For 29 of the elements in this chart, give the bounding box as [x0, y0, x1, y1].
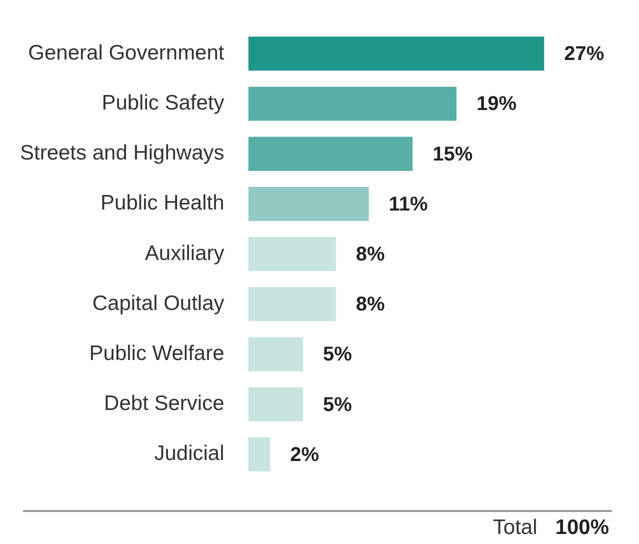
data-label: 11% [388, 193, 428, 216]
data-label: 19% [476, 93, 517, 116]
bar [248, 437, 270, 472]
data-label: 27% [564, 43, 604, 66]
y-tick-label: Public Safety [102, 92, 225, 115]
bar [248, 86, 456, 121]
y-tick-label: Judicial [154, 442, 224, 466]
data-label: 8% [356, 294, 386, 316]
y-tick-label: Auxiliary [144, 242, 225, 265]
y-tick-label: Capital Outlay [92, 292, 225, 315]
bar [248, 337, 304, 372]
bar [248, 186, 369, 221]
bar [248, 136, 413, 171]
y-tick-label: Public Health [100, 192, 224, 215]
text: 100% [555, 516, 609, 540]
data-label: 5% [323, 394, 352, 416]
y-tick-label: Debt Service [104, 392, 224, 416]
y-tick-label: General Government [28, 41, 224, 64]
data-label: 8% [356, 244, 386, 266]
bar [248, 287, 336, 322]
data-label: 5% [323, 344, 352, 366]
y-tick-label: Streets and Highways [20, 142, 224, 165]
text: Total [492, 516, 538, 540]
data-label: 15% [432, 143, 473, 166]
y-tick-label: Public Welfare [89, 342, 224, 365]
bar [248, 236, 336, 272]
data-label: 2% [290, 444, 320, 466]
bar [248, 387, 304, 422]
bar [248, 36, 544, 71]
